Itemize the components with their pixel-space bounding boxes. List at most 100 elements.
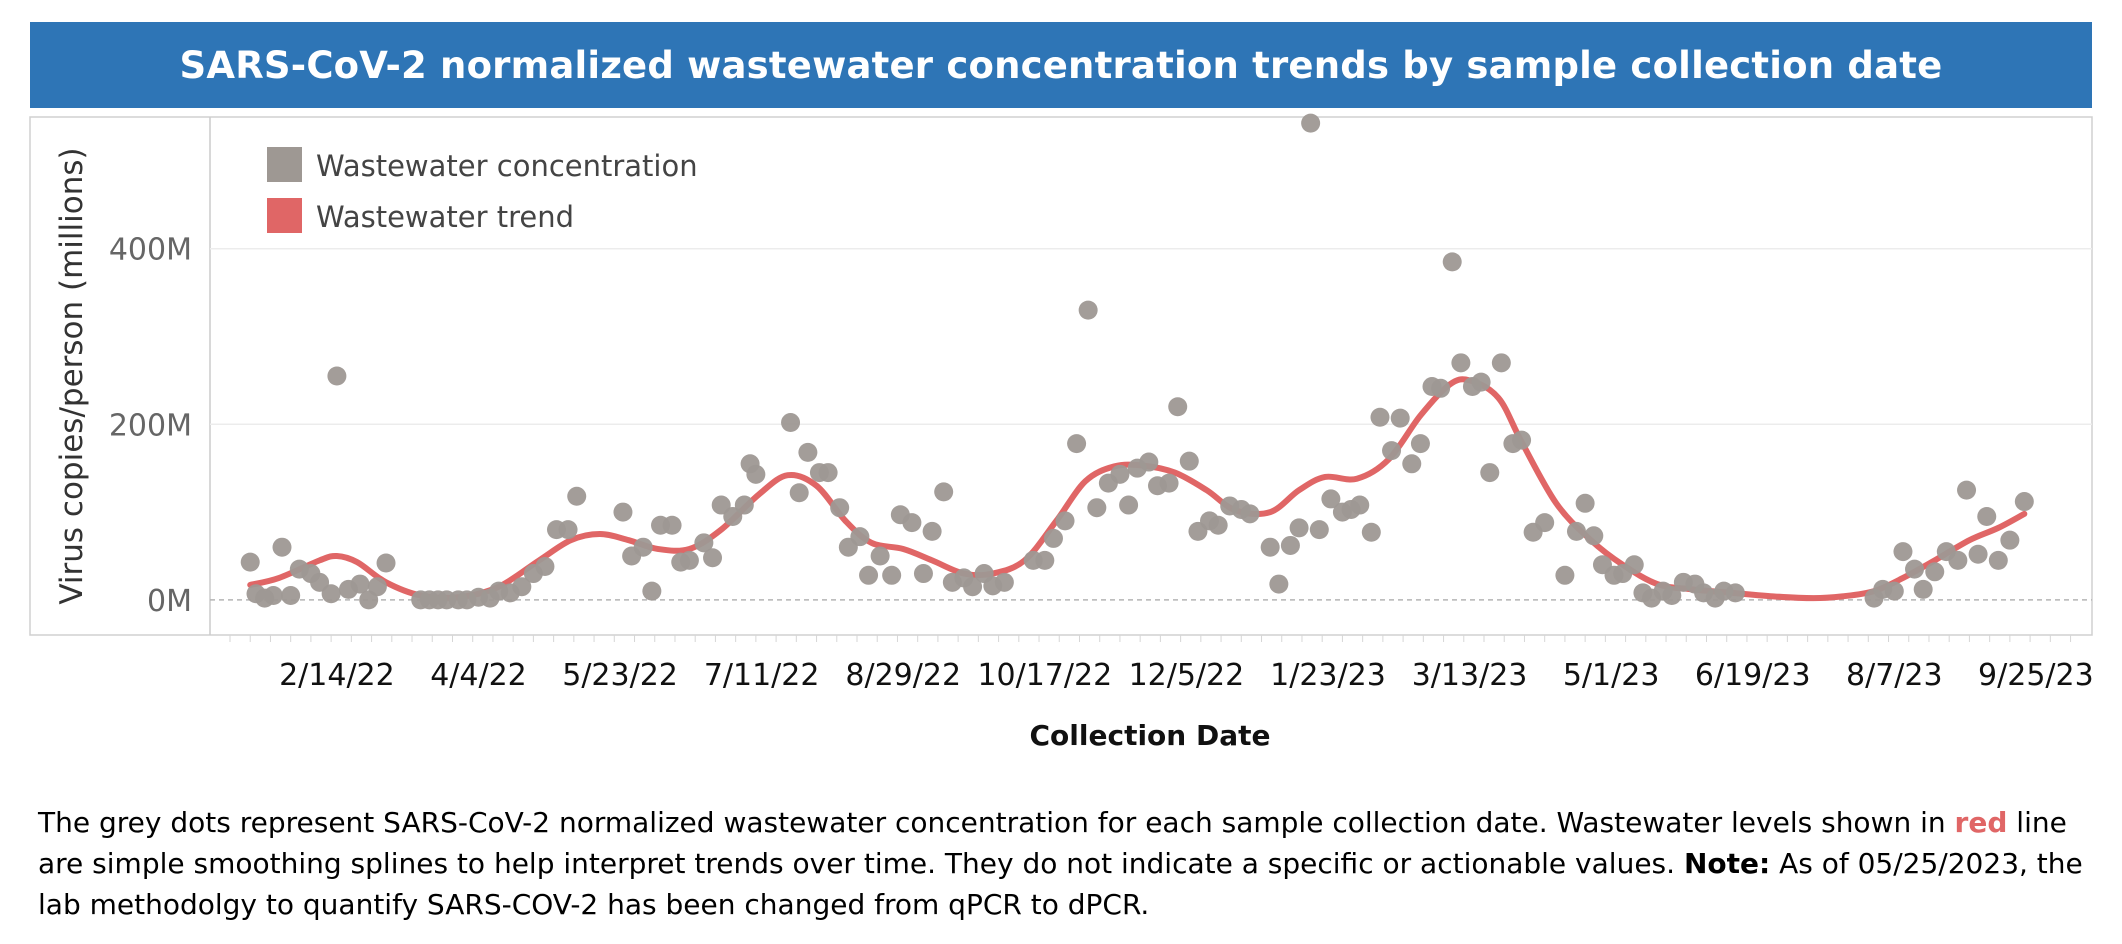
concentration-point xyxy=(934,482,954,502)
x-tick-label: 3/13/23 xyxy=(1412,658,1528,693)
concentration-point xyxy=(1260,537,1280,557)
description-red-word: red xyxy=(1954,806,2008,839)
title-banner: SARS-CoV-2 normalized wastewater concent… xyxy=(30,22,2092,108)
legend-label-concentration: Wastewater concentration xyxy=(316,149,698,183)
x-tick-label: 9/25/23 xyxy=(1978,658,2094,693)
concentration-point xyxy=(798,442,818,462)
concentration-point xyxy=(1884,581,1904,601)
concentration-point xyxy=(679,550,699,570)
concentration-point xyxy=(281,585,301,605)
concentration-point xyxy=(1390,408,1410,428)
concentration-point xyxy=(567,486,587,506)
concentration-point xyxy=(902,513,922,533)
concentration-point xyxy=(512,577,532,597)
concentration-point xyxy=(1321,489,1341,509)
concentration-point xyxy=(1442,252,1462,272)
concentration-point xyxy=(535,557,555,577)
concentration-point xyxy=(1948,550,1968,570)
concentration-point xyxy=(272,537,292,557)
concentration-point xyxy=(350,574,370,594)
concentration-point xyxy=(1067,434,1087,454)
concentration-point xyxy=(1309,520,1329,540)
concentration-point xyxy=(1361,522,1381,542)
concentration-point xyxy=(994,572,1014,592)
concentration-point xyxy=(1480,463,1500,483)
concentration-point xyxy=(1139,452,1159,472)
concentration-point xyxy=(746,464,766,484)
concentration-point xyxy=(1624,555,1644,575)
concentration-point xyxy=(1240,504,1260,524)
concentration-point xyxy=(1913,579,1933,599)
x-tick-label: 12/5/22 xyxy=(1129,658,1245,693)
concentration-point xyxy=(1410,434,1430,454)
concentration-point xyxy=(913,564,933,584)
concentration-point xyxy=(1566,521,1586,541)
concentration-point xyxy=(1905,559,1925,579)
y-tick-label: 400M xyxy=(109,233,192,268)
concentration-point xyxy=(1382,441,1402,461)
concentration-point xyxy=(922,521,942,541)
description-text-3: As of 05/25/2023, the lab methodolgy to … xyxy=(38,847,2083,921)
x-tick-label: 5/23/22 xyxy=(562,658,678,693)
description-text-1: The grey dots represent SARS-CoV-2 norma… xyxy=(38,806,1955,839)
concentration-point xyxy=(1893,542,1913,562)
concentration-point xyxy=(781,413,801,433)
concentration-point xyxy=(633,537,653,557)
concentration-point xyxy=(1662,585,1682,605)
concentration-point xyxy=(1055,511,1075,531)
concentration-point xyxy=(963,577,983,597)
concentration-point xyxy=(1280,535,1300,555)
concentration-point xyxy=(327,366,347,386)
x-axis-label: Collection Date xyxy=(1030,719,1271,752)
concentration-point xyxy=(694,533,714,553)
y-tick-label: 0M xyxy=(147,584,192,619)
concentration-point xyxy=(1957,480,1977,500)
concentration-point xyxy=(1168,397,1188,417)
concentration-point xyxy=(2000,530,2020,550)
concentration-point xyxy=(367,577,387,597)
concentration-point xyxy=(723,506,743,526)
concentration-point xyxy=(642,581,662,601)
concentration-point xyxy=(1451,353,1471,373)
description-text-2: line are simple smoothing splines to hel… xyxy=(38,806,2067,880)
y-tick-label: 200M xyxy=(109,408,192,443)
chart-title: SARS-CoV-2 normalized wastewater concent… xyxy=(179,43,1943,87)
concentration-point xyxy=(1968,544,1988,564)
concentration-point xyxy=(830,498,850,518)
concentration-point xyxy=(1078,300,1098,320)
concentration-point xyxy=(1035,550,1055,570)
plot-frame xyxy=(29,116,2093,636)
description-note-label: Note: xyxy=(1683,847,1771,880)
concentration-point xyxy=(376,553,396,573)
x-tick-label: 6/19/23 xyxy=(1695,658,1811,693)
concentration-point xyxy=(1350,495,1370,515)
concentration-point xyxy=(1725,583,1745,603)
legend-swatch-concentration xyxy=(267,147,302,182)
description: The grey dots represent SARS-CoV-2 norma… xyxy=(38,802,2098,925)
concentration-point xyxy=(1575,493,1595,513)
concentration-point xyxy=(1119,495,1139,515)
concentration-point xyxy=(321,584,341,604)
concentration-point xyxy=(870,546,890,566)
concentration-point xyxy=(1159,473,1179,493)
concentration-point xyxy=(818,463,838,483)
concentration-point xyxy=(1535,513,1555,533)
concentration-point xyxy=(1988,550,2008,570)
concentration-point xyxy=(1584,526,1604,546)
concentration-point xyxy=(1370,407,1390,427)
concentration-point xyxy=(1043,528,1063,548)
concentration-point xyxy=(1402,454,1422,474)
concentration-point xyxy=(1925,562,1945,582)
y-axis-label: Virus copies/person (millions) xyxy=(54,147,90,604)
chart-area: Virus copies/person (millions) Collectio… xyxy=(29,113,2094,752)
concentration-point xyxy=(263,585,283,605)
concentration-point xyxy=(711,495,731,515)
legend: Wastewater concentration Wastewater tren… xyxy=(267,147,698,234)
concentration-point xyxy=(662,515,682,535)
x-tick-label: 2/14/22 xyxy=(279,658,395,693)
legend-swatch-trend xyxy=(267,198,302,233)
concentration-point xyxy=(734,495,754,515)
concentration-point xyxy=(850,527,870,547)
concentration-point xyxy=(1301,113,1321,133)
concentration-point xyxy=(859,565,879,585)
